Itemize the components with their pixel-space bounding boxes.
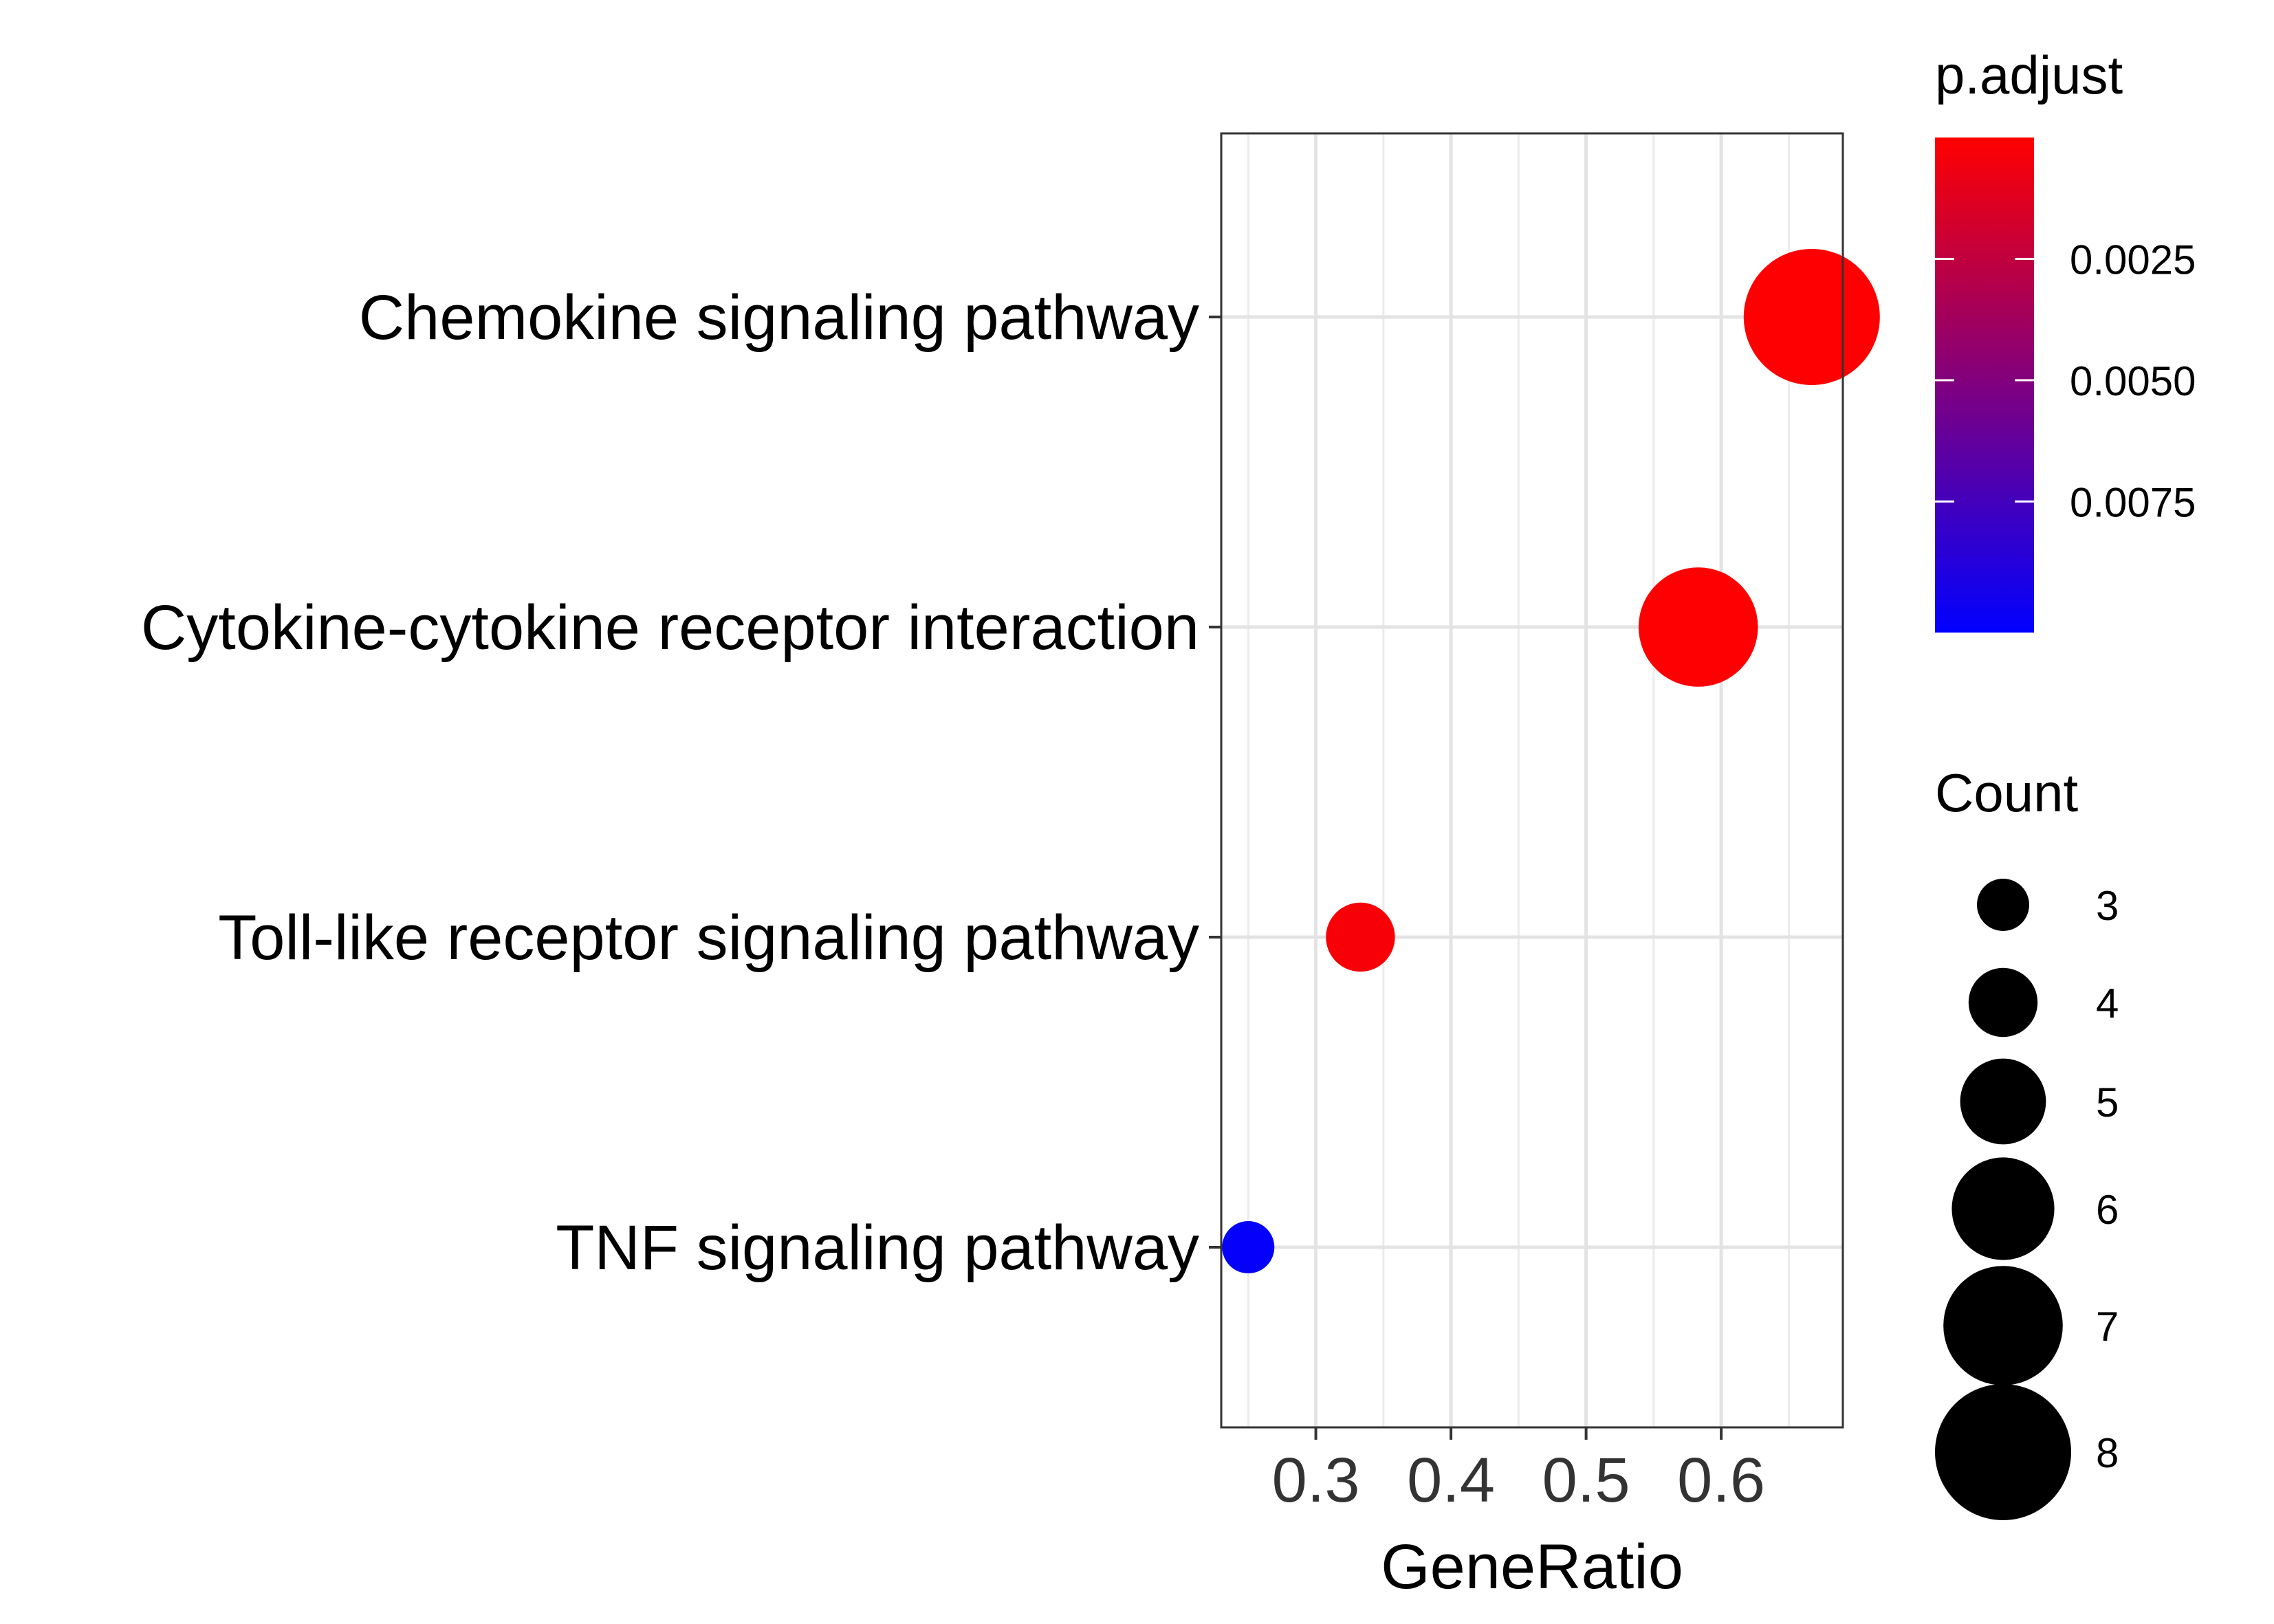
size-legend-keys: 3 4 5 6 7 8 — [1935, 879, 2119, 1520]
color-legend-title: p.adjust — [1935, 45, 2123, 105]
color-tick-label: 0.0050 — [2070, 358, 2196, 404]
color-tick-label: 0.0075 — [2070, 479, 2196, 525]
x-tick-label: 0.5 — [1542, 1445, 1630, 1515]
data-point — [1326, 902, 1395, 972]
size-legend-key — [1935, 1384, 2071, 1520]
data-points — [1222, 249, 1880, 1273]
data-point — [1638, 567, 1758, 687]
panel-border — [1220, 132, 1844, 1429]
size-legend-label: 4 — [2096, 980, 2119, 1027]
x-tick-label: 0.4 — [1407, 1445, 1495, 1515]
size-legend-key — [1960, 1058, 2046, 1145]
size-legend-title: Count — [1935, 762, 2078, 823]
y-tick-label: Toll-like receptor signaling pathway — [218, 903, 1199, 973]
size-legend: Count 3 4 5 6 7 8 — [1935, 762, 2119, 1520]
size-legend-key — [1968, 967, 2038, 1038]
size-legend-key — [1977, 879, 2029, 931]
size-legend-label: 3 — [2096, 883, 2119, 929]
y-tick-label: Chemokine signaling pathway — [359, 283, 1199, 353]
color-legend-ticks: 0.0025 0.0050 0.0075 — [1935, 237, 2196, 525]
y-axis: Chemokine signaling pathway Cytokine-cyto… — [141, 283, 1221, 1283]
size-legend-label: 5 — [2096, 1079, 2119, 1126]
gridlines — [1221, 133, 1843, 1427]
data-point — [1222, 1221, 1275, 1273]
size-legend-key — [1952, 1157, 2055, 1260]
y-tick-label: TNF signaling pathway — [556, 1213, 1199, 1283]
color-bar — [1935, 138, 2034, 633]
x-tick-label: 0.6 — [1677, 1445, 1765, 1515]
color-legend: p.adjust 0.0025 0.0050 0.0075 — [1935, 45, 2196, 633]
data-point — [1743, 249, 1880, 385]
size-legend-label: 8 — [2096, 1430, 2119, 1476]
x-tick-label: 0.3 — [1272, 1445, 1360, 1515]
x-axis-title: GeneRatio — [1381, 1532, 1683, 1602]
size-legend-label: 7 — [2096, 1304, 2119, 1350]
size-legend-label: 6 — [2096, 1187, 2119, 1233]
x-axis: 0.3 0.4 0.5 0.6 — [1272, 1427, 1765, 1515]
color-tick-label: 0.0025 — [2070, 237, 2196, 283]
y-tick-label: Cytokine-cytokine receptor interaction — [141, 593, 1199, 663]
size-legend-key — [1943, 1266, 2063, 1385]
